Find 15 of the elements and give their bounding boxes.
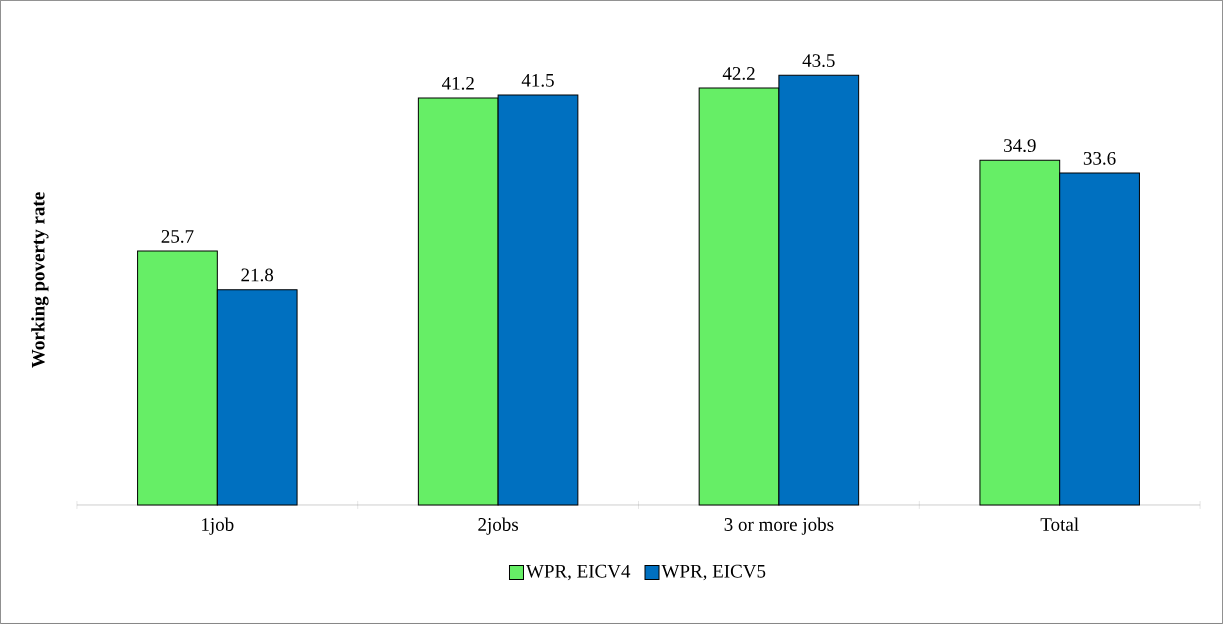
data-label: 25.7 [161, 230, 194, 243]
x-tick-label: 3 or more jobs [724, 517, 834, 535]
data-label: 41.5 [521, 74, 554, 87]
legend-label: WPR, EICV5 [661, 564, 766, 581]
data-label: 43.5 [802, 54, 835, 68]
y-axis-title: Working poverty rate [31, 192, 49, 368]
data-label: 42.2 [722, 67, 755, 80]
data-label: 33.6 [1083, 152, 1116, 165]
x-tick-label: 1job [202, 517, 234, 535]
x-tick-label: Total [1040, 517, 1079, 531]
x-tick-label: 2jobs [478, 517, 519, 535]
data-label: 21.8 [241, 268, 274, 282]
data-label: 34.9 [1004, 139, 1036, 153]
legend-label: WPR, EICV4 [526, 564, 631, 581]
data-label: 41.2 [441, 76, 474, 90]
